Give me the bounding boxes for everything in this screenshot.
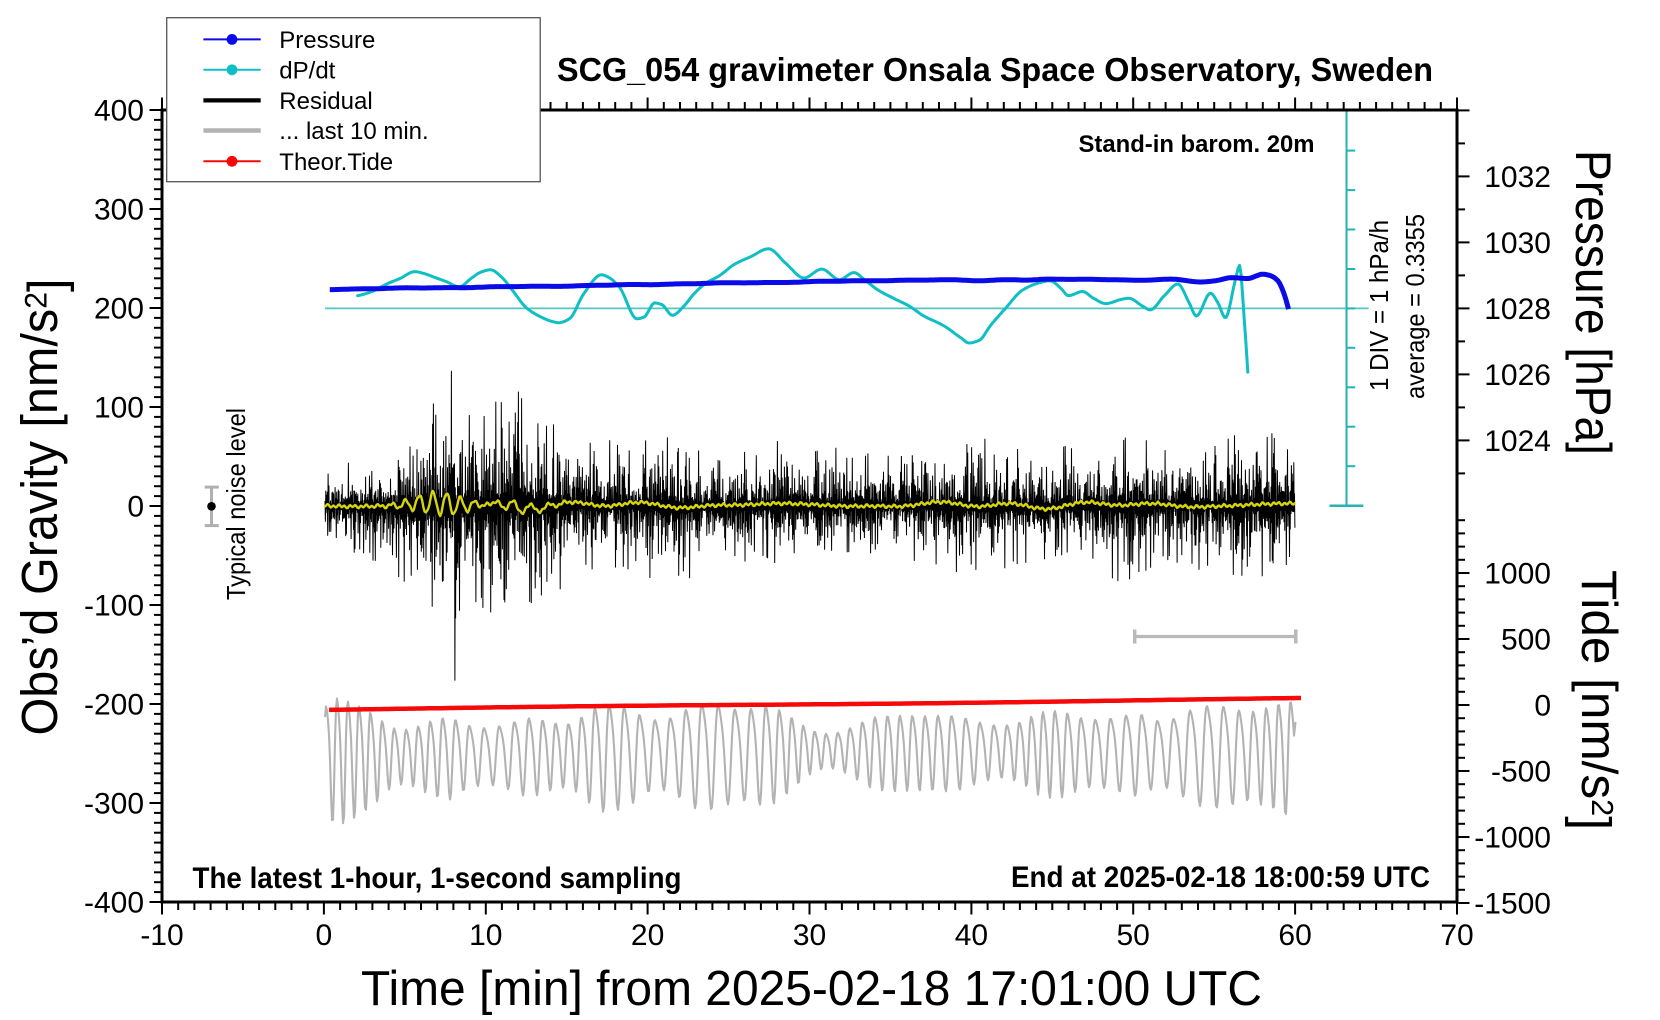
- svg-text:-1500: -1500: [1474, 888, 1551, 921]
- svg-text:1 DIV = 1 hPa/h: 1 DIV = 1 hPa/h: [1364, 220, 1394, 391]
- svg-text:1024: 1024: [1484, 425, 1551, 458]
- svg-text:60: 60: [1278, 919, 1311, 952]
- svg-text:0: 0: [316, 919, 333, 952]
- svg-text:-500: -500: [1491, 756, 1551, 789]
- svg-text:Pressure: Pressure: [279, 27, 375, 54]
- svg-text:1000: 1000: [1484, 558, 1551, 591]
- svg-text:-100: -100: [84, 590, 144, 623]
- svg-text:-200: -200: [84, 689, 144, 722]
- svg-text:The latest 1-hour, 1-second sa: The latest 1-hour, 1-second sampling: [193, 862, 682, 895]
- svg-text:Tide [nm/s2]: Tide [nm/s2]: [1565, 570, 1627, 830]
- svg-text:Obs’d Gravity [nm/s2]: Obs’d Gravity [nm/s2]: [11, 279, 74, 736]
- svg-text:20: 20: [631, 919, 664, 952]
- svg-text:70: 70: [1440, 919, 1473, 952]
- svg-text:0: 0: [1534, 690, 1551, 723]
- svg-text:Stand-in barom. 20m: Stand-in barom. 20m: [1079, 131, 1315, 158]
- svg-text:50: 50: [1117, 919, 1150, 952]
- svg-text:Time [min] from 2025-02-18 17:: Time [min] from 2025-02-18 17:01:00 UTC: [361, 962, 1262, 1016]
- svg-text:30: 30: [793, 919, 826, 952]
- svg-text:End at 2025-02-18 18:00:59 UTC: End at 2025-02-18 18:00:59 UTC: [1011, 861, 1430, 894]
- svg-text:1030: 1030: [1484, 227, 1551, 260]
- svg-text:... last 10 min.: ... last 10 min.: [279, 118, 428, 145]
- svg-text:average = 0.3355: average = 0.3355: [1400, 214, 1430, 399]
- svg-text:-300: -300: [84, 788, 144, 821]
- svg-text:Typical noise level: Typical noise level: [221, 408, 251, 600]
- svg-text:300: 300: [94, 194, 144, 227]
- svg-text:1026: 1026: [1484, 359, 1551, 392]
- svg-text:1032: 1032: [1484, 161, 1551, 194]
- svg-text:-10: -10: [140, 919, 183, 952]
- svg-text:400: 400: [94, 95, 144, 128]
- svg-text:Theor.Tide: Theor.Tide: [279, 149, 393, 176]
- svg-text:100: 100: [94, 392, 144, 425]
- svg-text:40: 40: [955, 919, 988, 952]
- svg-text:-1000: -1000: [1474, 822, 1551, 855]
- svg-text:200: 200: [94, 293, 144, 326]
- svg-text:dP/dt: dP/dt: [279, 57, 335, 84]
- svg-text:1028: 1028: [1484, 293, 1551, 326]
- svg-text:Residual: Residual: [279, 88, 372, 115]
- svg-text:-400: -400: [84, 887, 144, 920]
- svg-text:0: 0: [127, 491, 144, 524]
- svg-text:Pressure [hPa]: Pressure [hPa]: [1565, 150, 1621, 455]
- svg-text:500: 500: [1501, 624, 1551, 657]
- svg-text:SCG_054 gravimeter Onsala Spac: SCG_054 gravimeter Onsala Space Observat…: [557, 51, 1433, 88]
- svg-text:10: 10: [469, 919, 502, 952]
